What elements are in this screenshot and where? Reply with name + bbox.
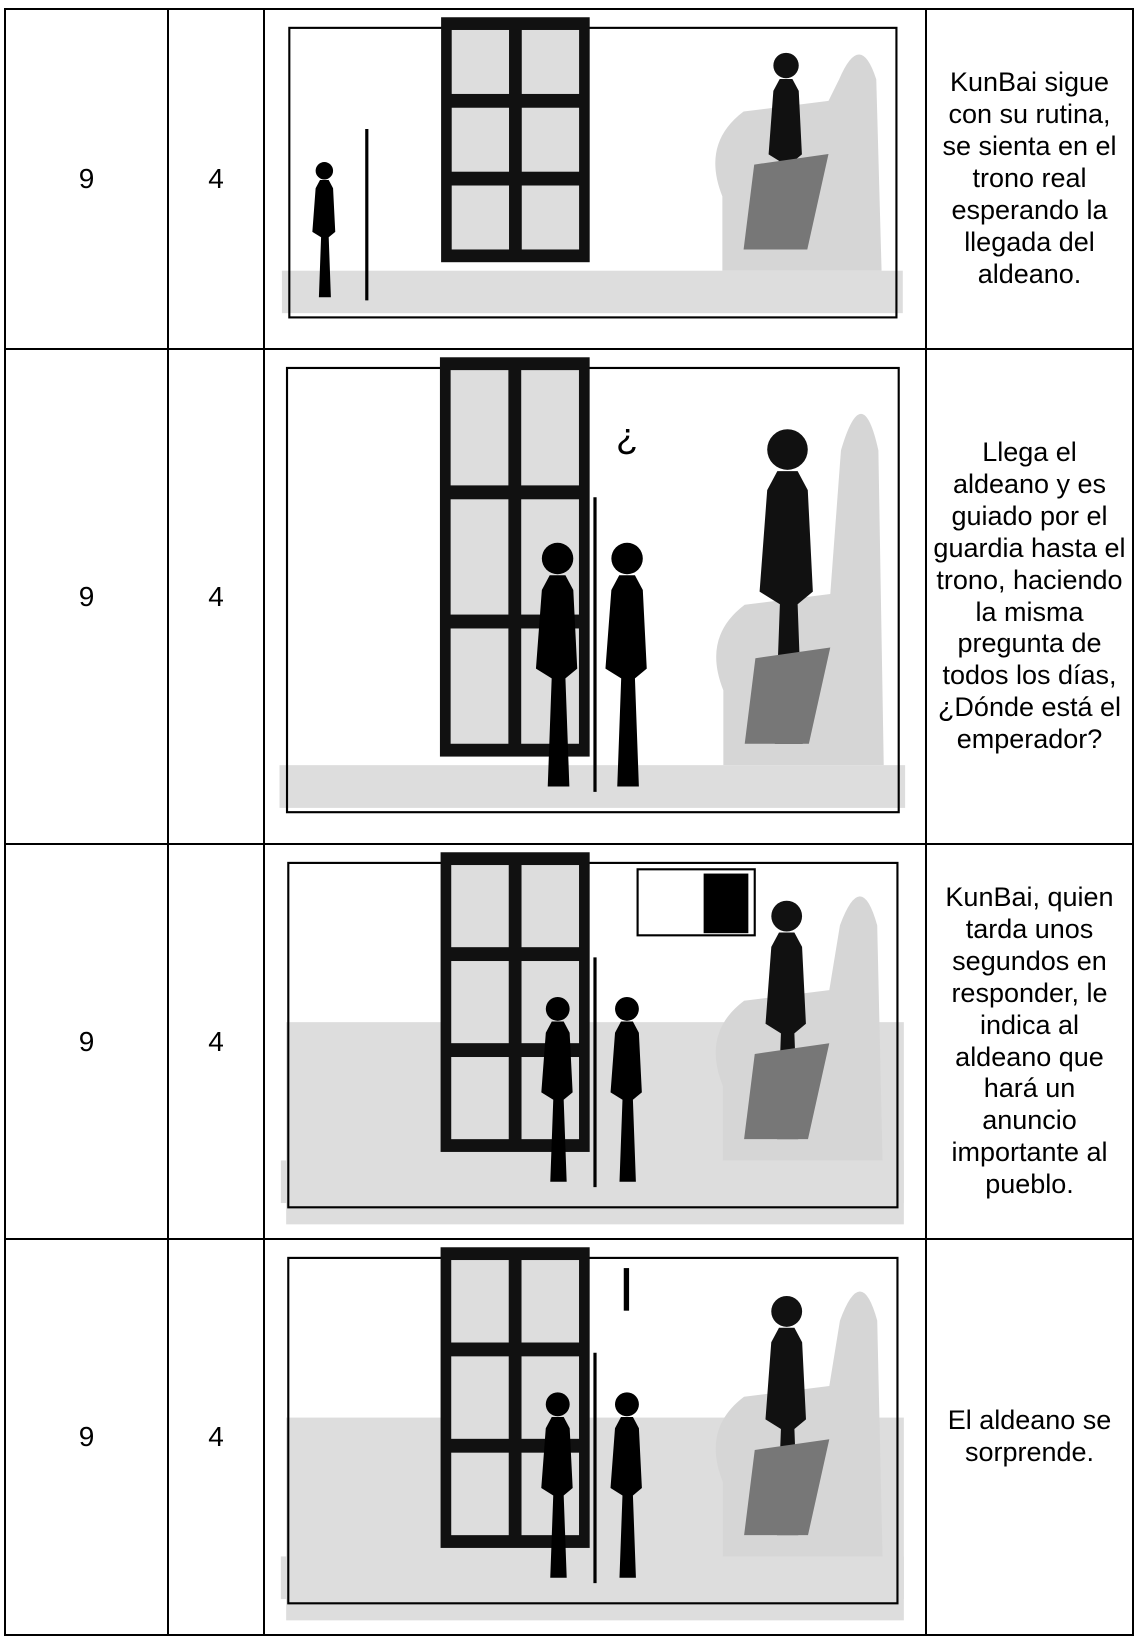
- villager: [610, 1021, 642, 1182]
- illustration-cell: [263, 843, 927, 1240]
- guard-head: [545, 996, 570, 1021]
- frame: [287, 861, 899, 1209]
- scene-number: 9: [4, 348, 169, 845]
- table-row: 9 4 KunBai sigue con su rutina, se sienta …: [4, 8, 1134, 350]
- thought-door: [703, 873, 749, 934]
- window-pane: [451, 1452, 509, 1536]
- scene-number: 9: [4, 843, 169, 1240]
- villager-head: [614, 1392, 639, 1417]
- villager: [605, 575, 647, 787]
- window-pane: [450, 628, 509, 744]
- scene-number: 9: [4, 8, 169, 350]
- frame: [287, 1256, 899, 1605]
- emperor-head: [767, 429, 808, 470]
- window-pane: [451, 1356, 509, 1439]
- window-pane: [451, 29, 510, 94]
- description: KunBai, quien tarda unos segundos en res…: [925, 843, 1134, 1240]
- window-pane: [521, 865, 580, 948]
- shot-number: 4: [167, 8, 265, 350]
- window-pane: [521, 370, 579, 486]
- shot-number: 4: [167, 843, 265, 1240]
- floor: [279, 765, 906, 808]
- window-pane: [451, 961, 509, 1044]
- exclamation: [623, 1268, 630, 1311]
- window-pane: [450, 370, 509, 486]
- floor: [280, 1160, 904, 1204]
- illustration-cell: [263, 8, 927, 350]
- illustration: [281, 17, 903, 319]
- emperor-head: [771, 1295, 803, 1327]
- storyboard-table: 9 4 KunBai sigue con su rutina, se sienta …: [4, 8, 1134, 1636]
- window-pane: [450, 499, 509, 615]
- guard-head: [541, 542, 574, 575]
- question-mark: ¿: [616, 415, 638, 456]
- villager: [610, 1417, 642, 1578]
- window-pane: [451, 185, 510, 250]
- table-body: 9 4 KunBai sigue con su rutina, se sienta …: [4, 8, 1134, 1636]
- window-pane: [451, 865, 509, 948]
- emperor-legs: [744, 1043, 830, 1140]
- floor: [281, 270, 903, 314]
- description: KunBai sigue con su rutina, se sienta en…: [925, 8, 1134, 350]
- shot-number: 4: [167, 1238, 265, 1636]
- table-row: 9 4 ¿ Llega el aldeano y es guiado por el g…: [4, 348, 1134, 845]
- illustration: ¿: [279, 357, 906, 814]
- window-pane: [521, 1260, 580, 1343]
- table-row: 9 4 KunBai, quien tarda unos segundos en r…: [4, 843, 1134, 1240]
- window-pane: [521, 185, 580, 250]
- illustration: [280, 1247, 904, 1621]
- frame: [288, 26, 898, 319]
- emperor-head: [773, 52, 799, 79]
- emperor-legs: [744, 647, 831, 744]
- floor: [280, 1556, 904, 1600]
- illustration-cell: [263, 1238, 927, 1636]
- table-row: 9 4 El aldeano se sorprende.: [4, 1238, 1134, 1636]
- emperor-legs: [743, 153, 829, 250]
- description: El aldeano se sorprende.: [925, 1238, 1134, 1636]
- villager-head: [611, 542, 643, 575]
- window-pane: [521, 107, 580, 172]
- guard-head: [545, 1392, 570, 1417]
- window-pane: [451, 1260, 509, 1343]
- illustration-cell: ¿: [263, 348, 927, 845]
- description: Llega el aldeano y es guiado por el guar…: [925, 348, 1134, 845]
- guard: [535, 575, 578, 787]
- scene-number: 9: [4, 1238, 169, 1636]
- window-pane: [451, 1057, 509, 1140]
- emperor-head: [771, 900, 803, 932]
- frame: [285, 366, 900, 814]
- illustration: [280, 852, 904, 1225]
- shot-number: 4: [167, 348, 265, 845]
- guard-head: [315, 162, 334, 180]
- emperor-legs: [744, 1439, 830, 1536]
- guard: [312, 180, 336, 298]
- window-pane: [521, 29, 580, 94]
- villager-head: [615, 996, 639, 1021]
- guard: [541, 1417, 573, 1578]
- window-pane: [451, 107, 510, 172]
- guard: [541, 1021, 573, 1182]
